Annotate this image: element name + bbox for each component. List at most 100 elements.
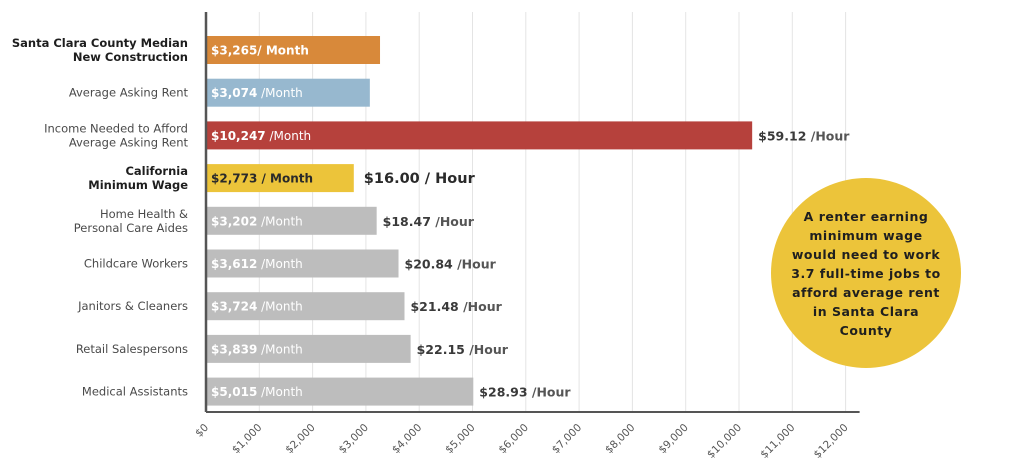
bar-value-unit: /Month [257, 385, 302, 399]
bar-value-amount: $3,724 [211, 300, 257, 314]
hourly-wage-label: $59.12 /Hour [758, 128, 850, 143]
hourly-wage-label: $18.47 /Hour [383, 214, 475, 229]
bar-value-unit: /Month [257, 214, 302, 228]
x-tick-label: $12,000 [812, 422, 851, 461]
hourly-wage-unit: /Hour [528, 385, 572, 400]
bar-value-unit: /Month [257, 300, 302, 314]
bar-row: $3,839 /Month $22.15 /Hour Retail Salesper… [76, 334, 509, 363]
bar-row: $3,724 /Month $21.48 /Hour Janitors & Clea… [77, 292, 503, 321]
bar-value-unit: /Month [257, 342, 302, 356]
hourly-wage-unit: /Hour [459, 299, 503, 314]
x-tick-label: $9,000 [656, 422, 690, 456]
x-tick-label: $0 [193, 422, 211, 440]
category-label: California Minimum Wage [88, 164, 188, 192]
x-tick-label: $7,000 [550, 422, 584, 456]
x-tick-label: $6,000 [496, 422, 530, 456]
callout-text: A renter earning minimum wage would need… [791, 208, 941, 338]
x-tick-label: $8,000 [603, 422, 637, 456]
category-label-line: Medical Assistants [82, 385, 188, 399]
bar-value-label: $5,015 /Month [211, 385, 303, 399]
bar-value-unit: /Month [266, 129, 311, 143]
category-label: Home Health & Personal Care Aides [74, 207, 188, 235]
bar-row: $3,265/ Month Santa Clara County Median Ne… [12, 36, 381, 64]
bar-value-label: $2,773 / Month [211, 172, 313, 186]
category-label-line: Janitors & Cleaners [77, 299, 188, 313]
hourly-wage-label: $28.93 /Hour [479, 385, 571, 400]
bar [206, 164, 354, 193]
hourly-wage-label: $16.00 / Hour [364, 171, 476, 187]
callout-circle: A renter earning minimum wage would need… [771, 178, 961, 368]
hourly-wage-label: $20.84 /Hour [405, 257, 497, 272]
bar-value-label: $3,265/ Month [211, 44, 309, 58]
bar-value-label: $3,202 /Month [211, 214, 303, 228]
bar [206, 206, 377, 235]
category-label-line: Personal Care Aides [74, 221, 188, 235]
bar-value-amount: $10,247 [211, 129, 266, 143]
hourly-wage-amount: $28.93 [479, 385, 527, 400]
bar-value-amount: $3,202 [211, 214, 257, 228]
bar-value-label: $10,247 /Month [211, 129, 311, 143]
category-label-line: Home Health & [100, 207, 188, 221]
category-label-line: New Construction [73, 50, 188, 64]
hourly-wage-unit: /Hour [806, 128, 850, 143]
bar-row: $10,247 /Month $59.12 /Hour Income Needed … [44, 121, 850, 150]
bar-value-unit: /Month [257, 257, 302, 271]
category-label-line: Childcare Workers [84, 257, 188, 271]
bar [206, 36, 381, 64]
bar-value-label: $3,724 /Month [211, 300, 303, 314]
bar-value-unit: /Month [257, 86, 302, 100]
bar-value-amount: $2,773 / Month [211, 172, 313, 186]
category-label-line: Average Asking Rent [69, 86, 189, 100]
bar-value-amount: $3,265/ Month [211, 44, 309, 58]
x-tick-label: $4,000 [390, 422, 424, 456]
bar-value-label: $3,839 /Month [211, 342, 303, 356]
bar [206, 377, 474, 406]
bar-row: $3,612 /Month $20.84 /Hour Childcare Worke… [84, 249, 497, 278]
category-label-line: Minimum Wage [88, 178, 188, 192]
category-label: Childcare Workers [84, 257, 188, 271]
category-label: Income Needed to Afford Average Asking Re… [44, 121, 188, 149]
x-tick-label: $2,000 [283, 422, 317, 456]
bar-value-label: $3,612 /Month [211, 257, 303, 271]
hourly-wage-unit: /Hour [465, 342, 509, 357]
hourly-wage-label: $21.48 /Hour [410, 299, 502, 314]
category-label: Retail Salespersons [76, 342, 188, 356]
bar-value-label: $3,074 /Month [211, 86, 303, 100]
bar [206, 334, 411, 363]
hourly-wage-amount: $20.84 [405, 257, 454, 272]
hourly-wage-amount: $18.47 [383, 214, 431, 229]
bar-value-amount: $3,612 [211, 257, 257, 271]
x-tick-label: $10,000 [705, 422, 744, 461]
bar [206, 121, 753, 150]
x-tick-labels: $0 $1,000 $2,000 $3,000 $4,000 $5,000 $6,000 $7… [193, 422, 851, 461]
bar-value-amount: $3,839 [211, 342, 257, 356]
grid-lines [258, 12, 847, 412]
category-label: Janitors & Cleaners [77, 299, 188, 313]
bar [206, 78, 370, 107]
x-tick-label: $11,000 [758, 422, 797, 461]
bar-row: $3,202 /Month $18.47 /Hour Home Health & Pe… [74, 206, 475, 235]
x-tick-label: $5,000 [443, 422, 477, 456]
hourly-wage-amount: $21.48 [410, 299, 458, 314]
x-tick-label: $1,000 [230, 422, 264, 456]
hourly-wage-amount: $22.15 [417, 342, 465, 357]
category-label-line: California [125, 164, 188, 178]
hourly-wage-label: $22.15 /Hour [417, 342, 509, 357]
bar-row: $3,074 /Month Average Asking Rent [69, 78, 370, 107]
bar [206, 249, 399, 278]
category-label-line: Santa Clara County Median [12, 36, 188, 50]
category-label-line: Income Needed to Afford [44, 121, 188, 135]
bar-value-amount: $3,074 [211, 86, 257, 100]
bar-row: $5,015 /Month $28.93 /Hour Medical Assista… [82, 377, 571, 406]
category-label-line: Average Asking Rent [69, 135, 189, 149]
hourly-wage-unit: /Hour [431, 214, 475, 229]
hourly-wage-amount: $59.12 [758, 128, 806, 143]
bar-value-amount: $5,015 [211, 385, 257, 399]
x-tick-label: $3,000 [337, 422, 371, 456]
bar [206, 292, 405, 321]
category-label-line: Retail Salespersons [76, 342, 188, 356]
hourly-wage-unit: /Hour [453, 257, 497, 272]
category-label: Santa Clara County Median New Constructio… [12, 36, 188, 64]
